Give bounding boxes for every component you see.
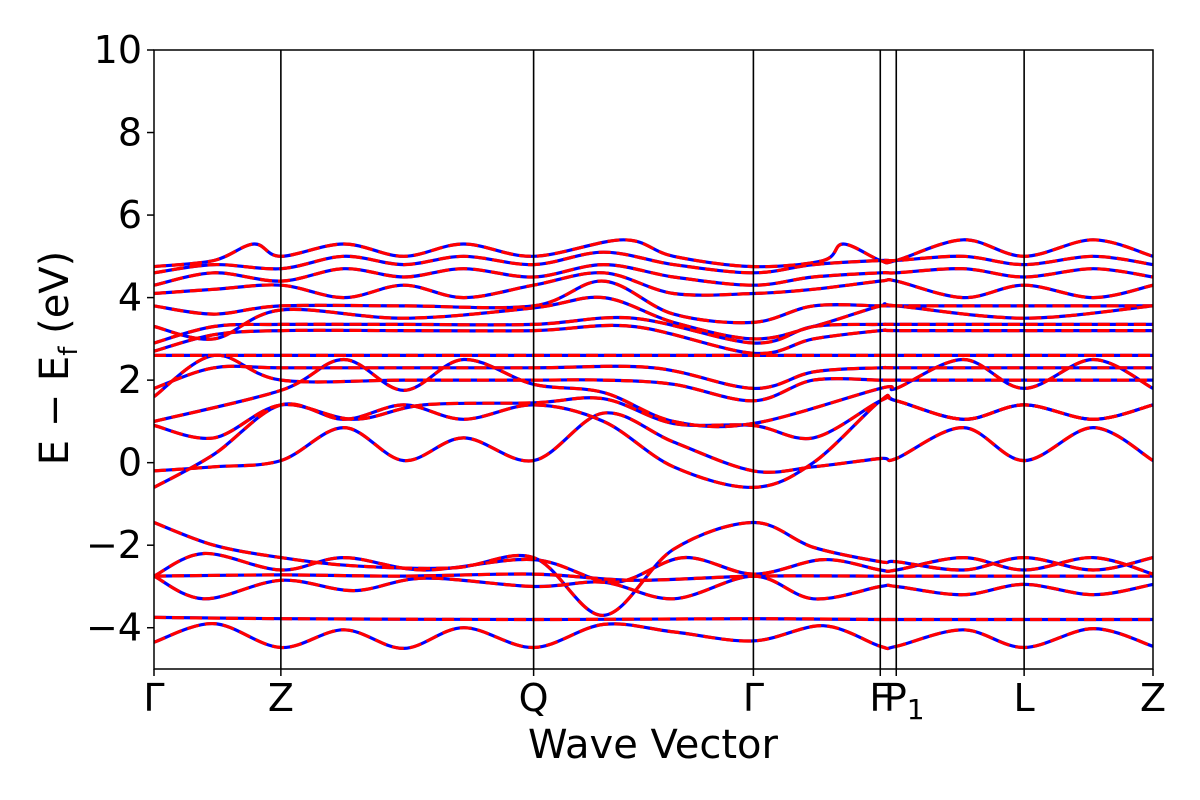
band-line-solid-11 — [154, 364, 1153, 391]
y-axis-label: E − Ef (eV) — [32, 251, 84, 466]
bands-layer — [154, 238, 1153, 651]
band-line-dashed-11 — [154, 364, 1153, 391]
plot-frame — [153, 49, 1154, 670]
band-line-dashed-2 — [154, 574, 1153, 601]
band-line-dashed-15 — [154, 295, 1153, 341]
band-line-dashed-19 — [154, 250, 1153, 275]
kpoint-label: L — [1014, 676, 1035, 720]
y-tick-label: 2 — [118, 358, 142, 402]
y-tick-label: 6 — [118, 193, 142, 237]
kpoint-label: Z — [268, 676, 294, 720]
kpoint-label: P1 — [884, 676, 925, 726]
y-tick-label: 8 — [118, 111, 142, 155]
kpoint-label: F — [869, 676, 891, 720]
band-line-dashed-3 — [154, 572, 1153, 582]
kpoint-label: Γ — [143, 676, 164, 720]
x-axis-ticks: Γ Z Q Γ FP1 L Z — [143, 669, 1166, 726]
band-line-dashed-18 — [154, 263, 1153, 287]
y-tick-label: 4 — [118, 276, 142, 320]
y-axis-label-unit: (eV) — [32, 251, 78, 347]
band-line-dashed-17 — [154, 271, 1153, 300]
band-line-dashed-7 — [154, 411, 1153, 474]
y-axis-label-main: E − E — [32, 356, 78, 466]
band-line-dashed-10 — [154, 353, 1153, 403]
band-line-dashed-16 — [154, 279, 1153, 325]
y-tick-label: −2 — [86, 523, 142, 567]
band-line-dashed-1 — [154, 615, 1153, 622]
y-axis-label-subscript: f — [54, 346, 84, 356]
kpoint-label: Z — [1140, 676, 1166, 720]
band-line-dashed-5 — [154, 520, 1153, 618]
high-symmetry-lines — [280, 50, 1025, 669]
y-axis-ticks: −4 −2 0 2 4 6 8 10 — [86, 28, 154, 650]
band-line-dashed-13 — [154, 323, 1153, 356]
band-line-solid-7 — [154, 411, 1153, 474]
band-line-solid-18 — [154, 263, 1153, 287]
band-line-dashed-20 — [154, 238, 1153, 269]
y-tick-label: 0 — [118, 441, 142, 485]
band-line-dashed-9 — [154, 357, 1153, 429]
y-tick-label: 10 — [94, 28, 142, 72]
band-line-dashed-0 — [154, 621, 1153, 651]
band-line-dashed-14 — [154, 315, 1153, 345]
y-tick-label: −4 — [86, 606, 142, 650]
kpoint-label: Γ — [743, 676, 764, 720]
kpoint-label: Q — [519, 676, 549, 720]
x-axis-label: Wave Vector — [528, 722, 779, 768]
